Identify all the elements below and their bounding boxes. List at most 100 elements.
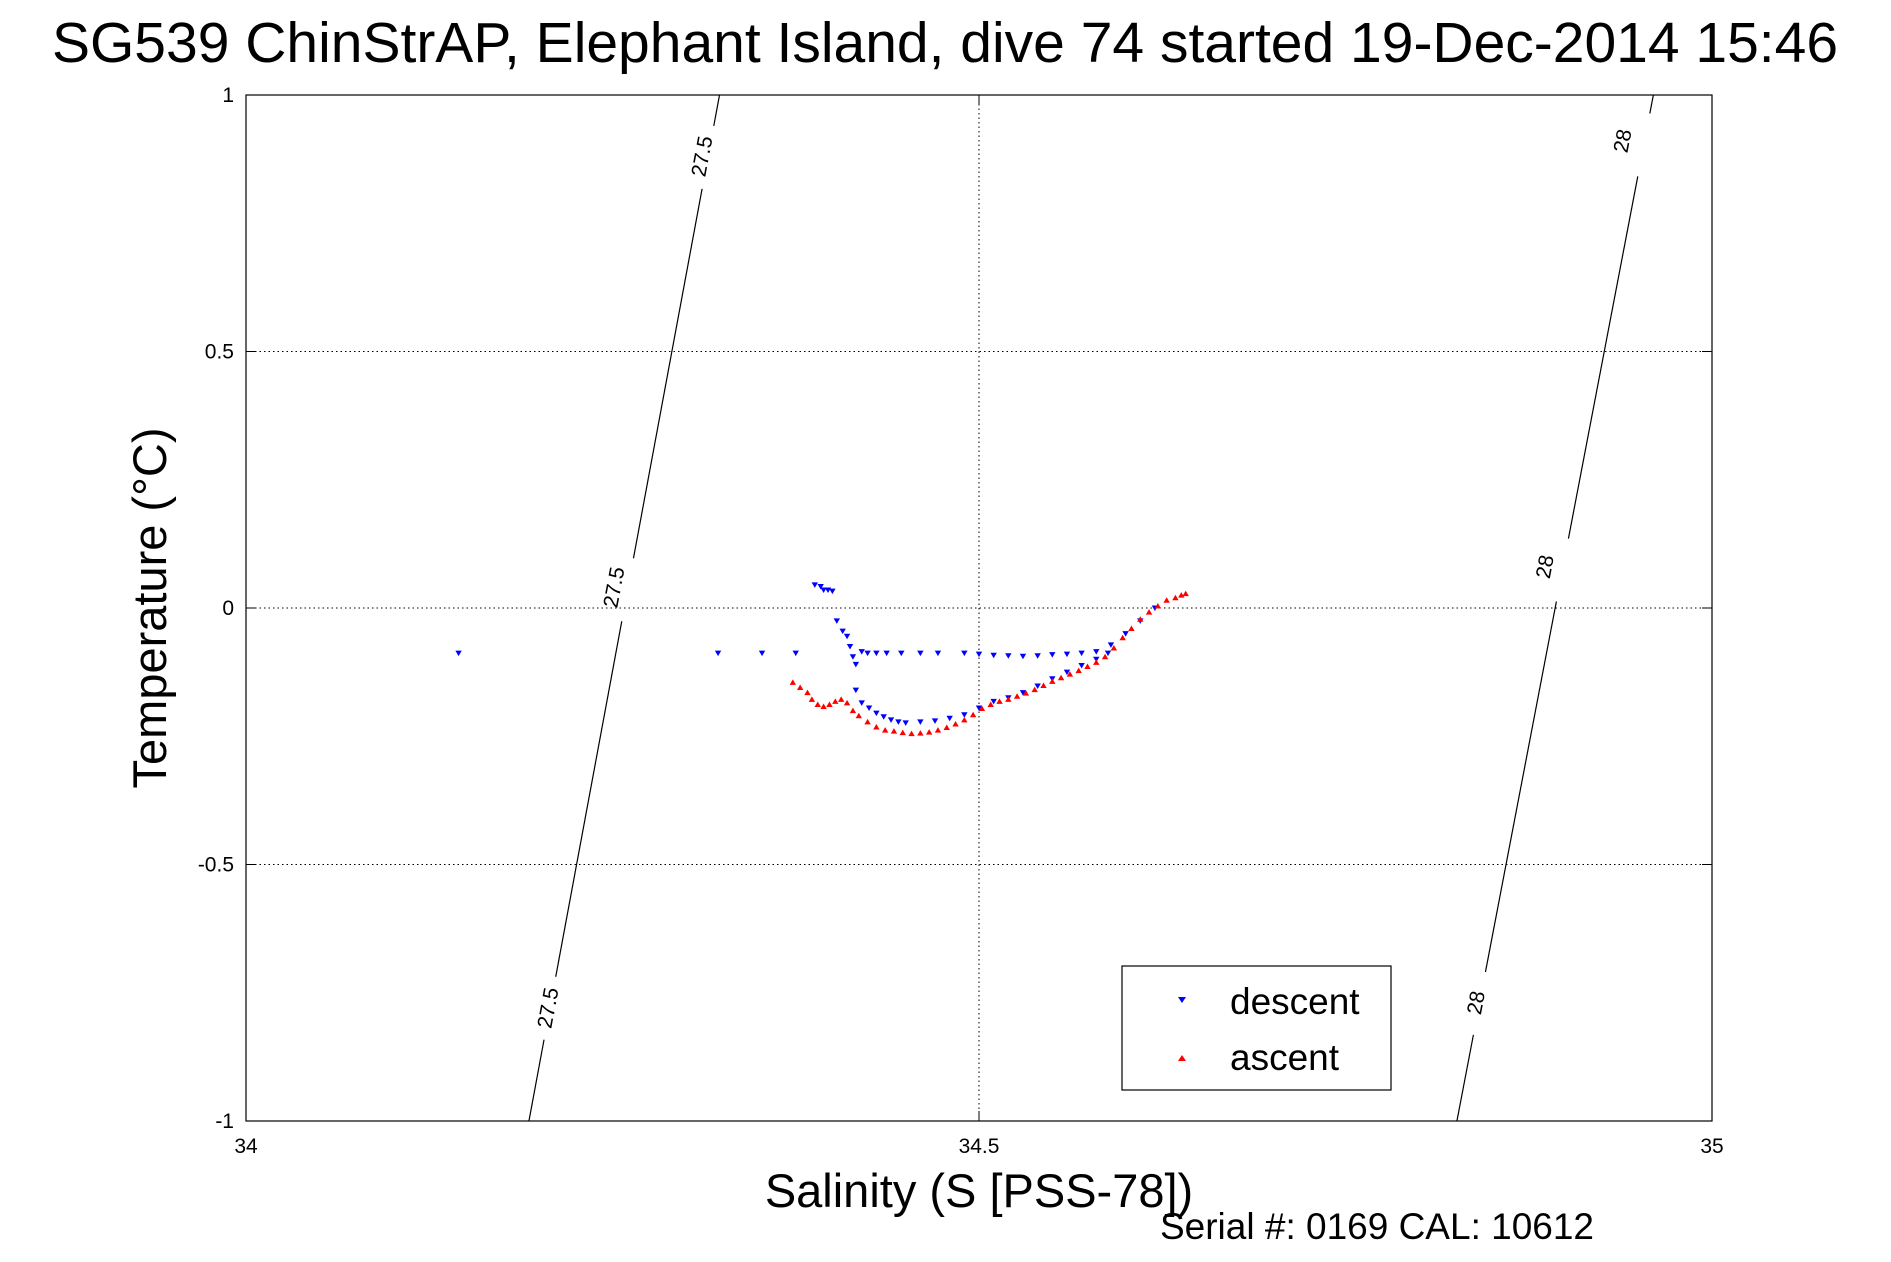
ascent-point xyxy=(934,727,942,733)
descent-point xyxy=(990,652,997,659)
ascent-point xyxy=(1040,682,1047,688)
ascent-point xyxy=(961,716,968,723)
grid-lines xyxy=(246,95,1712,1121)
descent-point xyxy=(873,650,880,657)
y-tick-label: 1 xyxy=(222,84,234,107)
ascent-point xyxy=(996,698,1003,704)
isopycnal-line xyxy=(632,188,703,559)
isopycnal-line xyxy=(1567,176,1639,539)
ascent-point xyxy=(1101,653,1109,660)
descent-point xyxy=(873,710,880,717)
descent-point xyxy=(1122,631,1129,637)
legend-box xyxy=(1121,965,1392,1091)
y-axis-label: Temperature (°C) xyxy=(123,428,176,789)
descent-point xyxy=(865,705,873,712)
descent-point xyxy=(1078,662,1085,669)
ascent-point xyxy=(826,701,833,707)
y-tick-label: -0.5 xyxy=(198,854,234,877)
y-tick-label: 0.5 xyxy=(205,341,234,364)
descent-point xyxy=(833,618,840,624)
descent-point xyxy=(714,650,722,657)
ascent-point xyxy=(832,698,839,704)
ascent-point xyxy=(1093,659,1100,665)
descent-point xyxy=(817,583,824,590)
x-tick-label: 35 xyxy=(1700,1135,1723,1158)
descent-point xyxy=(902,720,909,726)
ascent-point xyxy=(1075,667,1082,674)
descent-point xyxy=(839,628,846,635)
legend: descent ascent xyxy=(1121,965,1392,1091)
isopycnal-label: 28 xyxy=(1463,989,1490,1016)
ascent-point xyxy=(908,730,915,737)
ascent-point xyxy=(952,720,959,727)
descent-point xyxy=(1034,653,1041,659)
descent-point xyxy=(895,719,902,725)
ascent-point xyxy=(864,718,871,725)
descent-point xyxy=(864,650,871,657)
descent-point xyxy=(849,654,857,660)
ascent-point xyxy=(890,728,898,734)
descent-point xyxy=(1078,650,1085,657)
isopycnal-line xyxy=(528,1039,545,1122)
descent-point xyxy=(898,650,905,657)
isopycnal-line xyxy=(1484,601,1557,973)
ascent-point xyxy=(1022,690,1030,696)
ascent-point xyxy=(789,679,797,685)
ascent-point xyxy=(808,696,816,702)
descent-point xyxy=(975,705,983,712)
ascent-point xyxy=(1049,678,1056,684)
ascent-point xyxy=(1013,693,1021,699)
ascent-point xyxy=(943,724,950,731)
legend-marker-ascent xyxy=(1178,1055,1186,1061)
descent-point xyxy=(1093,649,1100,655)
ascent-point xyxy=(978,705,986,712)
ascent-point xyxy=(843,699,851,706)
ascent-point xyxy=(1182,590,1189,597)
x-axis-label: Salinity (S [PSS-78]) xyxy=(765,1164,1193,1217)
y-tick-label: -1 xyxy=(215,1110,234,1133)
descent-point xyxy=(961,712,968,718)
ascent-point xyxy=(1110,645,1118,651)
descent-point xyxy=(975,651,983,658)
descent-point xyxy=(1019,653,1027,660)
axis-ticks: 34 34.5 35 -1 -0.5 0 0.5 1 xyxy=(198,84,1724,1158)
ascent-point xyxy=(969,711,977,718)
x-tick-label: 34.5 xyxy=(959,1135,1000,1158)
descent-point xyxy=(961,650,968,657)
ascent-point xyxy=(1137,616,1144,622)
ascent-point xyxy=(820,703,827,709)
descent-point xyxy=(946,715,953,722)
ascent-point xyxy=(917,730,924,736)
y-tick-label: 0 xyxy=(222,597,234,620)
ascent-point xyxy=(1084,663,1091,669)
ascent-point xyxy=(1005,696,1012,702)
descent-point xyxy=(1063,651,1071,658)
ascent-point xyxy=(881,727,889,733)
isopycnal-line xyxy=(1649,94,1654,114)
isopycnal-line xyxy=(713,94,721,127)
ascent-point xyxy=(814,701,821,707)
descent-point xyxy=(1063,669,1071,676)
legend-marker-descent xyxy=(1178,997,1186,1003)
legend-label-descent: descent xyxy=(1230,981,1360,1022)
descent-point xyxy=(852,687,860,694)
descent-point xyxy=(792,650,799,657)
descent-point xyxy=(1034,683,1041,689)
descent-point xyxy=(858,700,865,706)
ascent-point xyxy=(1128,625,1135,632)
descent-point xyxy=(758,650,766,657)
descent-point xyxy=(1104,650,1112,657)
ascent-point xyxy=(925,729,933,735)
descent-point xyxy=(917,719,924,725)
ascent-point xyxy=(1031,686,1038,693)
descent-point xyxy=(1107,642,1115,648)
descent-point xyxy=(887,717,895,723)
ascent-point xyxy=(899,729,906,736)
ascent-point xyxy=(804,689,811,696)
isopycnal-line xyxy=(555,621,623,977)
ascent-point xyxy=(1057,674,1065,681)
descent-point xyxy=(846,643,854,650)
serial-cal-footer: Serial #: 0169 CAL: 10612 xyxy=(1160,1206,1594,1247)
